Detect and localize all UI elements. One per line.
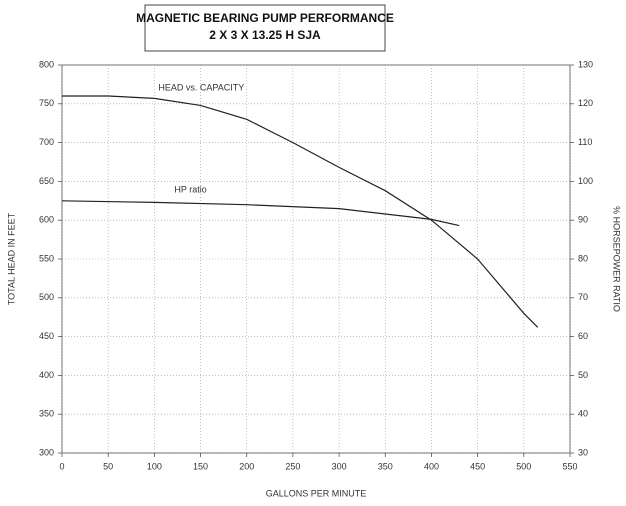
y-tick-label: 600	[39, 215, 54, 225]
series-label: HEAD vs. CAPACITY	[158, 83, 244, 93]
chart-title: MAGNETIC BEARING PUMP PERFORMANCE	[136, 11, 394, 25]
series-line	[61, 200, 460, 227]
x-tick-label: 400	[424, 461, 439, 471]
y-tick-label: 450	[39, 331, 54, 341]
chart-subtitle: 2 X 3 X 13.25 H SJA	[209, 28, 321, 42]
y-tick-label: 750	[39, 98, 54, 108]
y2-tick-label: 30	[578, 447, 588, 457]
series-label: HP ratio	[174, 185, 206, 195]
y2-tick-label: 90	[578, 215, 588, 225]
y2-tick-label: 70	[578, 292, 588, 302]
title-box	[144, 4, 386, 52]
y2-tick-label: 120	[578, 98, 593, 108]
y2-axis-title: % HORSEPOWER RATIO	[612, 206, 622, 312]
x-tick-label: 450	[470, 461, 485, 471]
y-tick-label: 650	[39, 176, 54, 186]
x-axis-title: GALLONS PER MINUTE	[266, 488, 367, 498]
y2-tick-label: 40	[578, 409, 588, 419]
y2-tick-label: 100	[578, 176, 593, 186]
y2-tick-label: 50	[578, 370, 588, 380]
x-tick-label: 50	[103, 461, 113, 471]
y2-tick-label: 110	[578, 137, 592, 147]
x-tick-label: 250	[285, 461, 300, 471]
y-tick-label: 700	[39, 137, 54, 147]
y-axis-title: TOTAL HEAD IN FEET	[6, 212, 16, 305]
x-tick-label: 150	[193, 461, 208, 471]
x-tick-label: 300	[332, 461, 347, 471]
y-tick-label: 800	[39, 59, 54, 69]
x-tick-label: 500	[516, 461, 531, 471]
x-tick-label: 100	[147, 461, 162, 471]
y-tick-label: 500	[39, 292, 54, 302]
x-tick-label: 350	[378, 461, 393, 471]
y2-tick-label: 60	[578, 331, 588, 341]
plot-frame	[61, 64, 571, 454]
y-tick-label: 550	[39, 253, 54, 263]
y-tick-label: 350	[39, 409, 54, 419]
x-tick-label: 200	[239, 461, 254, 471]
y2-tick-label: 80	[578, 253, 588, 263]
y-tick-label: 400	[39, 370, 54, 380]
series-line	[62, 95, 539, 328]
y2-tick-label: 130	[578, 59, 593, 69]
y-tick-label: 300	[39, 447, 54, 457]
x-tick-label: 0	[59, 461, 64, 471]
x-tick-label: 550	[562, 461, 577, 471]
